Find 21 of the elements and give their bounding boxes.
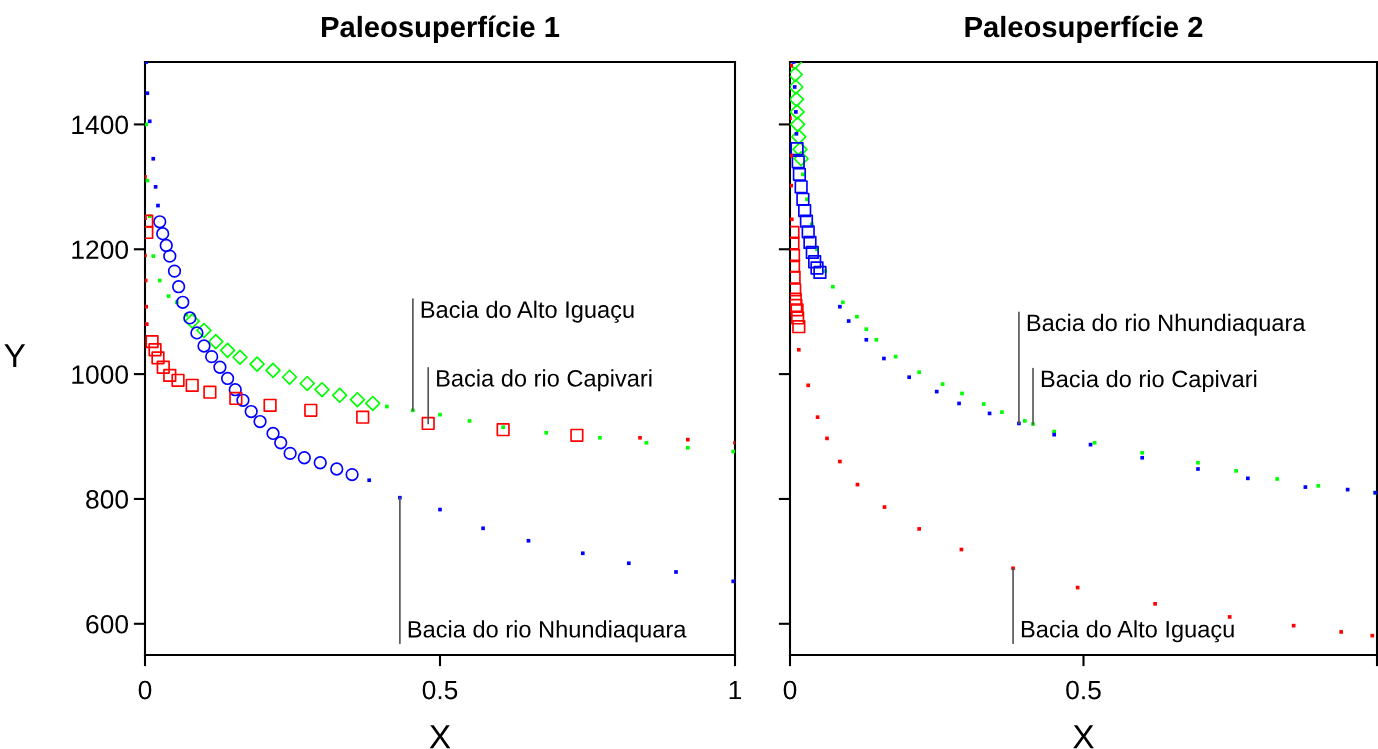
annotation: Bacia do Alto Iguaçu	[1021, 620, 1234, 643]
y-tick-label: 600	[86, 614, 128, 634]
annotation: Bacia do rio Capivari	[437, 369, 652, 392]
y-axis-title: Y	[4, 344, 26, 368]
x-tick-label: 0	[783, 680, 797, 700]
annotation: Bacia do rio Capivari	[1041, 369, 1257, 392]
chart-title: Paleosuperfície 2	[965, 15, 1203, 44]
x-tick-label: 0.5	[422, 680, 458, 700]
x-tick-label: 0	[138, 680, 152, 700]
annotation: Bacia do rio Nhundiaquara	[408, 620, 687, 643]
y-tick-label: 1000	[72, 365, 128, 384]
annotation: Bacia do rio Nhundiaquara	[1027, 313, 1306, 336]
y-tick-label: 1400	[72, 115, 128, 135]
x-axis-title: X	[429, 725, 451, 749]
x-tick-label: 1	[729, 680, 742, 700]
x-axis-title: X	[1073, 725, 1094, 749]
y-tick-label: 1200	[72, 240, 128, 260]
x-tick-label: 0.5	[1066, 680, 1101, 700]
annotation: Bacia do Alto Iguaçu	[421, 300, 634, 323]
y-tick-label: 800	[86, 490, 128, 509]
chart-title: Paleosuperfície 1	[322, 15, 560, 44]
